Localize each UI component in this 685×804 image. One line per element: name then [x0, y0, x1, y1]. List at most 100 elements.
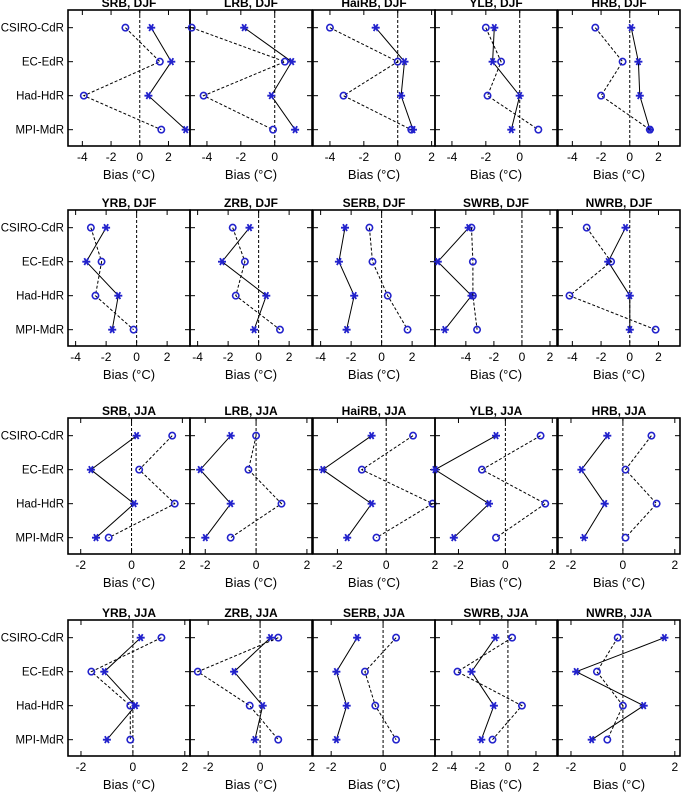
panel-19: NWRB, JJA -2 0 2 Bias (°C)	[557, 606, 681, 792]
circle-series-line	[329, 27, 412, 131]
star-marker	[367, 499, 376, 508]
circle-marker	[228, 223, 237, 232]
star-marker	[572, 667, 581, 676]
panel-5: YRB, DJF -4 -2 0 2 Bias (°C) CSIRO-CdR EC-EdR Ha…	[1, 196, 191, 382]
circle-marker	[491, 533, 500, 542]
circle-marker	[541, 499, 550, 508]
x-tick-label: -2	[75, 558, 86, 572]
star-marker	[332, 735, 341, 744]
circle-marker	[252, 431, 261, 440]
panel-1: LRB, DJF -4 -2 0 Bias (°C)	[187, 0, 313, 182]
circle-marker	[407, 125, 416, 134]
circle-series-line	[196, 637, 279, 741]
circle-marker	[360, 667, 369, 676]
circle-marker	[187, 23, 196, 32]
panel-6: ZRB, DJF -4 -2 0 2 Bias (°C)	[189, 196, 313, 382]
y-tick-label: Had-HdR	[16, 91, 64, 103]
star-series-line	[574, 637, 665, 741]
x-tick-label: -2	[346, 350, 357, 364]
star-marker	[130, 499, 139, 508]
circle-marker	[240, 257, 249, 266]
panel-frame	[557, 209, 681, 347]
circle-marker	[269, 125, 278, 134]
panel-12: HaiRB, JJA -2 0 2 Bias (°C)	[312, 404, 439, 590]
circle-marker	[325, 23, 334, 32]
circle-marker	[488, 735, 497, 744]
circle-marker	[365, 223, 374, 232]
circle-marker	[199, 91, 208, 100]
circle-marker	[536, 431, 545, 440]
circle-series-line	[624, 435, 658, 539]
panel-0: SRB, DJF -4 -2 0 2 Bias (°C) CSIRO-CdR EC-EdR Ha…	[1, 0, 191, 182]
x-tick-label: -2	[475, 760, 486, 774]
x-tick-label: 2	[547, 350, 554, 364]
x-tick-label: 0	[502, 558, 509, 572]
x-tick-label: -4	[325, 150, 336, 164]
star-series-line	[90, 435, 137, 539]
x-tick-label: 0	[516, 150, 523, 164]
panel-frame	[557, 619, 681, 757]
circle-marker	[371, 701, 380, 710]
x-axis-label: Bias (°C)	[103, 777, 155, 792]
panel-title: SWRB, DJF	[463, 196, 529, 210]
circle-marker	[613, 633, 622, 642]
x-axis-label: Bias (°C)	[593, 575, 645, 590]
x-tick-label: 0	[626, 350, 633, 364]
circle-marker	[607, 257, 616, 266]
circle-marker	[231, 291, 240, 300]
circle-series-line	[108, 435, 176, 539]
star-series-line	[199, 435, 232, 538]
panel-10: SRB, JJA -2 0 2 Bias (°C) CSIRO-CdR EC-EdR Had-…	[1, 404, 191, 590]
x-tick-label: 2	[428, 150, 435, 164]
circle-marker	[393, 57, 402, 66]
star-series-line	[147, 27, 187, 131]
circle-marker	[647, 431, 656, 440]
circle-series-line	[594, 27, 651, 131]
x-tick-label: -2	[453, 558, 464, 572]
circle-marker	[603, 735, 612, 744]
x-tick-label: 2	[164, 350, 171, 364]
x-axis-label: Bias (°C)	[470, 167, 522, 182]
circle-marker	[468, 291, 477, 300]
x-tick-label: 2	[655, 150, 662, 164]
y-tick-label: MPI-MdR	[15, 325, 64, 337]
x-tick-label: 0	[620, 558, 627, 572]
x-tick-label: -4	[77, 150, 88, 164]
x-tick-label: 0	[255, 350, 262, 364]
star-series-line	[580, 435, 608, 538]
circle-marker	[508, 633, 517, 642]
star-marker	[262, 291, 271, 300]
x-tick-label: 0	[626, 150, 633, 164]
panel-11: LRB, JJA -2 0 2 Bias (°C)	[189, 404, 313, 590]
star-marker	[371, 23, 380, 32]
star-marker	[625, 291, 634, 300]
circle-marker	[357, 465, 366, 474]
circle-series-line	[568, 227, 656, 331]
x-tick-label: -2	[223, 350, 234, 364]
star-marker	[86, 465, 95, 474]
circle-series-line	[596, 637, 624, 740]
star-marker	[92, 533, 100, 542]
circle-marker	[104, 533, 113, 542]
circle-marker	[86, 223, 95, 232]
y-tick-label: Had-HdR	[16, 291, 64, 303]
x-tick-label: -4	[567, 350, 578, 364]
circle-marker	[565, 291, 574, 300]
circle-marker	[467, 223, 476, 232]
star-series-line	[221, 227, 267, 330]
circle-marker	[591, 23, 600, 32]
circle-series-line	[90, 637, 162, 740]
x-tick-label: -2	[235, 150, 246, 164]
star-marker	[102, 223, 111, 232]
x-tick-label: -2	[596, 150, 607, 164]
circle-marker	[157, 633, 166, 642]
panel-frame	[434, 9, 558, 147]
star-series-line	[243, 27, 296, 130]
x-tick-label: 2	[432, 558, 439, 572]
circle-marker	[497, 57, 506, 66]
circle-marker	[193, 667, 202, 676]
x-tick-label: -2	[326, 760, 337, 774]
x-tick-label: 2	[432, 760, 439, 774]
x-axis-label: Bias (°C)	[593, 367, 645, 382]
x-tick-label: -2	[101, 350, 112, 364]
